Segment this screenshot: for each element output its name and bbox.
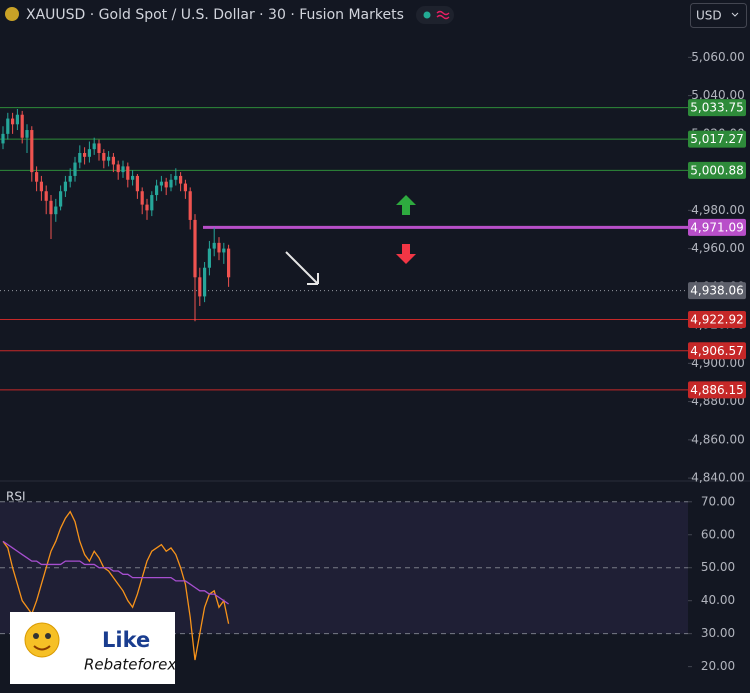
rsi-line: [2, 510, 230, 661]
status-badge: [416, 6, 454, 24]
y-tick-label: 4,840.00: [691, 471, 744, 485]
price-tag-label: 5,017.27: [690, 132, 743, 146]
candle-body: [150, 195, 154, 211]
rsi-tick-label: 20.00: [701, 659, 735, 673]
y-tick-label: 5,040.00: [691, 88, 744, 102]
candle-body: [179, 175, 183, 184]
price-tag-label: 4,886.15: [690, 383, 743, 397]
status-icon: [436, 10, 450, 20]
candle-body: [102, 152, 106, 161]
candle-body: [1, 133, 5, 144]
candle-body: [111, 156, 115, 165]
candle-body: [59, 191, 63, 207]
candle-body: [203, 267, 207, 297]
y-tick-label: 4,960.00: [691, 241, 744, 255]
price-tag-label: 5,033.75: [690, 101, 743, 115]
symbol-icon: [5, 7, 19, 21]
candle-body: [107, 156, 111, 161]
candle-body: [87, 149, 91, 157]
status-dot: [423, 11, 431, 19]
candle-body: [78, 152, 82, 163]
price-tag-label: 4,922.92: [690, 313, 743, 327]
price-tag: [688, 311, 746, 329]
logo-eye: [45, 633, 51, 639]
candle-body: [183, 183, 187, 192]
price-tag: [688, 342, 746, 360]
candle-body: [30, 130, 34, 173]
currency-button[interactable]: [690, 3, 747, 28]
candle-body: [73, 162, 77, 176]
rsi-tick-label: 30.00: [701, 626, 735, 640]
chart-title: XAUUSD · Gold Spot / U.S. Dollar · 30 · …: [26, 7, 404, 23]
candle-body: [6, 118, 10, 134]
price-tag: [688, 99, 746, 117]
price-tag: [688, 282, 746, 300]
candle-body: [44, 191, 48, 201]
candle-body: [121, 166, 125, 173]
candle-body: [174, 175, 178, 180]
candle-body: [63, 181, 67, 192]
y-tick-label: 4,860.00: [691, 432, 744, 446]
candle-body: [169, 179, 173, 188]
candle-body: [164, 181, 168, 188]
rsi-tick-label: 50.00: [701, 560, 735, 574]
candle-body: [135, 175, 139, 192]
up-arrow: [396, 195, 416, 215]
candle-body: [193, 219, 197, 278]
rsi-tick-label: 40.00: [701, 593, 735, 607]
candle-body: [126, 166, 130, 180]
candle-body: [155, 185, 159, 196]
candle-body: [222, 248, 226, 253]
rsi-label: RSI: [6, 490, 26, 504]
candle-body: [92, 143, 96, 150]
candle-body: [83, 152, 87, 157]
candle-body: [198, 277, 202, 297]
down-arrow: [396, 244, 416, 264]
candle-body: [49, 200, 53, 215]
dropdown-caret[interactable]: [731, 12, 739, 17]
candle-body: [20, 114, 24, 138]
candle-body: [188, 191, 192, 220]
price-tag-label: 4,906.57: [690, 344, 743, 358]
candle-body: [25, 130, 29, 138]
y-tick-label: 4,900.00: [691, 356, 744, 370]
candle-body: [11, 118, 15, 125]
currency-label[interactable]: USD: [696, 9, 722, 23]
price-tag-label: 5,000.88: [690, 163, 743, 177]
candle-body: [116, 164, 120, 173]
logo-face: [24, 622, 60, 658]
price-tag: [688, 161, 746, 179]
candle-body: [207, 248, 211, 268]
candle-body: [159, 181, 163, 186]
price-tag-label: 4,938.06: [690, 284, 743, 298]
y-tick-label: 4,980.00: [691, 203, 744, 217]
y-tick-label: 5,060.00: [691, 50, 744, 64]
rsi-line: [2, 540, 229, 605]
trend-arrow: [285, 251, 319, 285]
price-tag: [688, 218, 746, 236]
logo-subtitle: Rebateforex: [84, 656, 176, 674]
candle-body: [35, 172, 39, 182]
rsi-tick-label: 60.00: [701, 527, 735, 541]
candle-body: [54, 206, 58, 215]
rsi-tick-label: 70.00: [701, 494, 735, 508]
candle-body: [39, 181, 43, 192]
candle-body: [97, 143, 101, 153]
candle-body: [15, 114, 19, 125]
candle-body: [145, 204, 149, 211]
candle-body: [212, 242, 216, 249]
candle-body: [131, 175, 135, 180]
candle-body: [140, 191, 144, 205]
logo-title: Like: [102, 628, 150, 652]
candle-body: [227, 248, 231, 278]
logo-eye: [33, 633, 39, 639]
logo-smile: [33, 645, 51, 651]
price-tag-label: 4,971.09: [690, 220, 743, 234]
price-tag: [688, 381, 746, 399]
price-tag: [688, 130, 746, 148]
candle-body: [68, 175, 72, 182]
candle-body: [217, 242, 221, 253]
